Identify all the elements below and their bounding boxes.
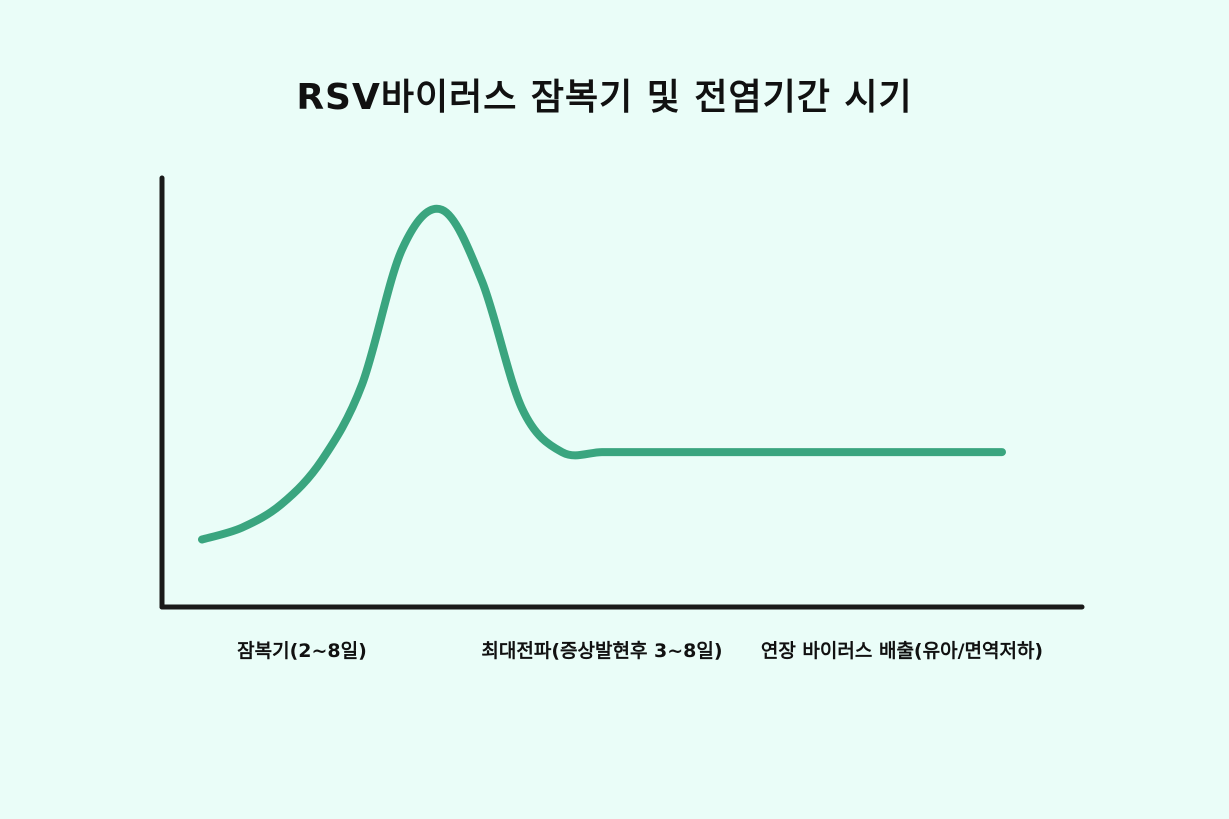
chart-title: RSV바이러스 잠복기 및 전염기간 시기 bbox=[296, 77, 913, 118]
series-layer bbox=[198, 204, 1006, 544]
x-tick-labels: 잠복기(2~8일) 최대전파(증상발현후 3~8일) 연장 바이러스 배출(유아/면… bbox=[237, 640, 1043, 662]
x-tick-label-2: 연장 바이러스 배출(유아/면역저하) bbox=[761, 640, 1043, 662]
axes bbox=[159, 175, 1085, 610]
x-tick-label-1: 최대전파(증상발현후 3~8일) bbox=[481, 640, 722, 662]
x-tick-label-0: 잠복기(2~8일) bbox=[237, 640, 367, 662]
series-line-0 bbox=[198, 204, 1006, 544]
